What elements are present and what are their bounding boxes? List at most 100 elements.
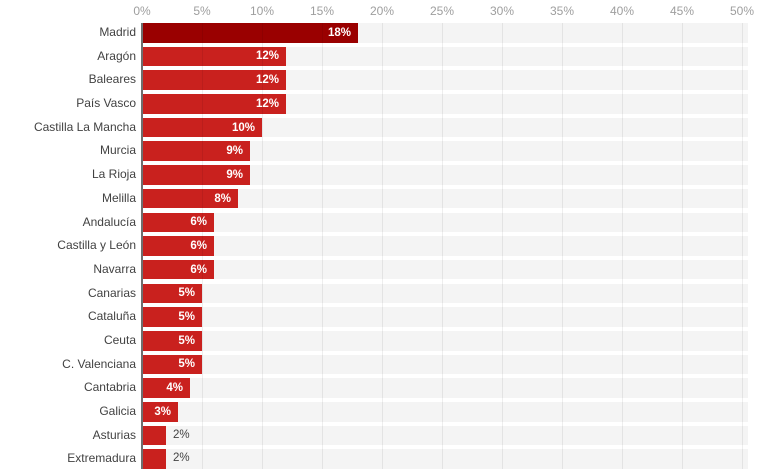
bar: 18% <box>142 23 358 43</box>
bar: 10% <box>142 117 262 138</box>
category-label: La Rioja <box>91 167 136 182</box>
bar-value-label: 3% <box>154 405 171 418</box>
gridline <box>562 23 563 470</box>
gridline <box>502 23 503 470</box>
bar-value-label: 5% <box>178 334 195 347</box>
bar-row: 8% <box>142 188 748 209</box>
bar-value-label: 2% <box>173 428 190 441</box>
bar: 12% <box>142 70 286 90</box>
gridline <box>382 23 383 470</box>
category-label: Canarias <box>87 285 136 300</box>
bar-row: 2% <box>142 449 748 469</box>
bar: 12% <box>142 94 286 114</box>
bar-row: 3% <box>142 402 748 422</box>
bar-row: 5% <box>142 283 748 304</box>
bar-value-label: 8% <box>214 192 231 205</box>
category-label: País Vasco <box>76 96 136 111</box>
x-axis-tick-label: 50% <box>729 4 755 18</box>
category-label: Asturias <box>92 427 136 442</box>
category-label: Andalucía <box>82 214 136 229</box>
bar: 3% <box>142 402 178 422</box>
bar: 12% <box>142 46 286 67</box>
bar-row: 9% <box>142 165 748 185</box>
bar-value-label: 12% <box>255 74 279 87</box>
bar-rows: 18% 12% 12% 12% 10% 9% 9% 8% 6% 6% 6% 5% 5% 5% 5% 4% 3% 2… <box>142 23 748 469</box>
bar-value-label: 6% <box>190 239 207 252</box>
bar-value-label: 18% <box>327 26 351 39</box>
bar: 6% <box>142 212 214 233</box>
category-label: Ceuta <box>103 332 136 347</box>
x-axis-tick-label: 35% <box>549 4 575 18</box>
category-label: Melilla <box>101 190 136 205</box>
x-axis-tick-label: 5% <box>193 4 211 18</box>
bar: 8% <box>142 188 238 209</box>
bar-row: 4% <box>142 378 748 398</box>
bar-row: 12% <box>142 70 748 90</box>
bar: 5% <box>142 283 202 304</box>
bar-value-label: 12% <box>255 50 279 63</box>
bar-row: 9% <box>142 141 748 162</box>
x-axis-tick-label: 25% <box>429 4 455 18</box>
bar: 5% <box>142 354 202 375</box>
bar-value-label: 2% <box>173 452 190 465</box>
gridline <box>202 23 203 470</box>
x-axis: 0% 5% 10% 15% 20% 25% 30% 35% 40% 45% 50% <box>0 0 768 22</box>
bar-value-label: 9% <box>226 168 243 181</box>
bar: 5% <box>142 330 202 351</box>
category-label: Extremadura <box>67 451 136 466</box>
category-label: Aragón <box>97 48 136 63</box>
x-axis-tick-label: 15% <box>309 4 335 18</box>
x-axis-tick-label: 20% <box>369 4 395 18</box>
category-label: Castilla La Mancha <box>33 119 136 134</box>
bar-value-label: 6% <box>190 263 207 276</box>
bar-value-label: 4% <box>166 382 183 395</box>
bar <box>142 449 166 469</box>
bar <box>142 425 166 446</box>
category-label: Castilla y León <box>57 238 136 253</box>
bar-row: 2% <box>142 425 748 446</box>
category-label: Navarra <box>93 261 136 276</box>
x-axis-tick-label: 10% <box>249 4 275 18</box>
bar: 9% <box>142 165 250 185</box>
category-label: Galicia <box>99 404 136 418</box>
category-label: Madrid <box>99 25 136 39</box>
bar: 6% <box>142 259 214 280</box>
category-label: C. Valenciana <box>62 356 136 371</box>
category-label: Murcia <box>99 143 136 158</box>
x-axis-tick-label: 45% <box>669 4 695 18</box>
bar-row: 6% <box>142 212 748 233</box>
bar: 5% <box>142 307 202 327</box>
bar-row: 6% <box>142 236 748 256</box>
category-label: Baleares <box>88 72 136 87</box>
bar-row: 18% <box>142 23 748 43</box>
bar-row: 5% <box>142 354 748 375</box>
category-labels: Madrid Aragón Baleares País Vasco Castilla L… <box>0 23 136 469</box>
x-axis-tick-label: 40% <box>609 4 635 18</box>
bar: 9% <box>142 141 250 162</box>
bar-value-label: 5% <box>178 358 195 371</box>
plot-area: 18% 12% 12% 12% 10% 9% 9% 8% 6% 6% 6% 5% 5% 5% 5% 4% 3% 2… <box>141 23 748 470</box>
y-axis-line <box>141 23 143 470</box>
bar-row: 10% <box>142 117 748 138</box>
category-label: Cantabria <box>83 380 136 395</box>
x-axis-tick-label: 0% <box>133 4 151 18</box>
gridline <box>682 23 683 470</box>
x-axis-tick-label: 30% <box>489 4 515 18</box>
bar-value-label: 10% <box>231 121 255 134</box>
bar: 6% <box>142 236 214 256</box>
bar-row: 12% <box>142 46 748 67</box>
gridline <box>442 23 443 470</box>
bar-value-label: 9% <box>226 145 243 158</box>
bar-value-label: 6% <box>190 216 207 229</box>
bar-row: 6% <box>142 259 748 280</box>
bar-row: 12% <box>142 94 748 114</box>
bar-row: 5% <box>142 330 748 351</box>
bar: 4% <box>142 378 190 398</box>
gridline <box>742 23 743 470</box>
gridline <box>262 23 263 470</box>
category-label: Cataluña <box>87 309 136 324</box>
bar-value-label: 12% <box>255 97 279 110</box>
bar-value-label: 5% <box>178 311 195 324</box>
gridline <box>322 23 323 470</box>
